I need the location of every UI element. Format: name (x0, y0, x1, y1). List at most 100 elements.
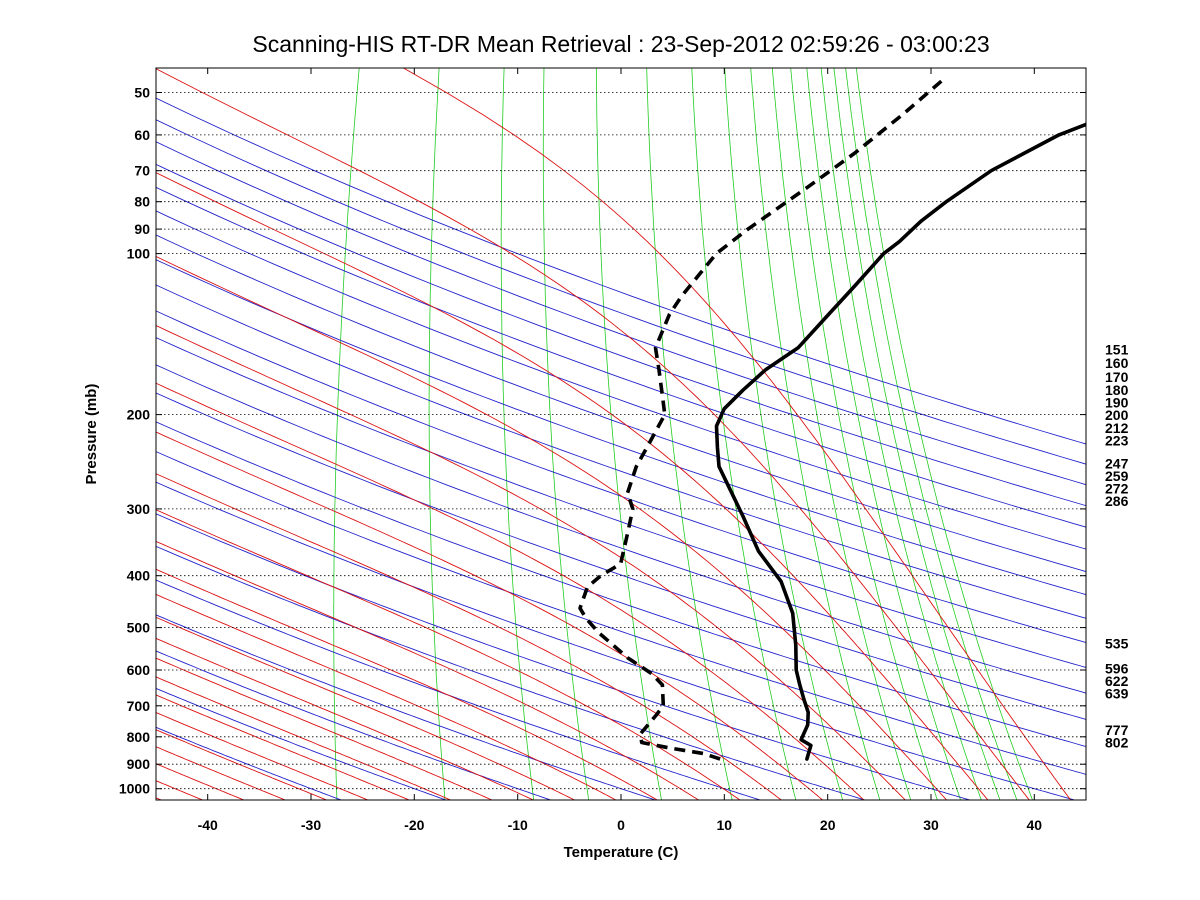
dry-adiabat-line (156, 186, 1086, 528)
x-tick-label: 10 (717, 817, 733, 833)
pressure-gridlines (156, 92, 1086, 790)
y-tick-label: 700 (127, 698, 151, 714)
dry-adiabat-line (156, 284, 1086, 619)
right-label: 151 (1105, 341, 1129, 357)
moist-adiabat-line (156, 763, 245, 800)
x-tick-label: -10 (508, 817, 528, 833)
dry-adiabat-line (156, 687, 447, 800)
moist-adiabat-line (156, 657, 493, 800)
dry-adiabat-line (156, 337, 1086, 668)
dry-adiabat-line (156, 579, 761, 800)
y-tick-label: 800 (127, 729, 151, 745)
right-label: 223 (1105, 433, 1129, 449)
right-label: 286 (1105, 493, 1129, 509)
y-tick-label: 300 (127, 501, 151, 517)
dry-adiabat-line (156, 421, 1086, 748)
y-tick-label: 90 (134, 221, 150, 237)
moist-adiabat-line (156, 729, 327, 800)
mixing-ratio-line (833, 68, 1001, 800)
moist-adiabat-line (156, 68, 1030, 800)
moist-adiabat-line (156, 172, 989, 800)
chart-title: Scanning-HIS RT-DR Mean Retrieval : 23-S… (252, 31, 989, 57)
mixing-ratio-line (428, 68, 446, 800)
right-label: 802 (1105, 735, 1129, 751)
x-tick-label: -30 (301, 817, 321, 833)
dry-adiabat-line (156, 392, 1086, 720)
mixing-ratio-line (646, 68, 733, 800)
temperature-profile (714, 122, 1086, 761)
dry-adiabat-line (156, 119, 1086, 465)
y-tick-label: 900 (127, 756, 151, 772)
moist-adiabat-line (156, 593, 617, 800)
moist-adiabat-line (403, 68, 1071, 800)
dewpoint-profile (578, 76, 947, 761)
dry-adiabat-line (156, 451, 1086, 775)
y-tick-label: 100 (127, 246, 151, 262)
moist-adiabat-line (156, 431, 823, 800)
dry-adiabat-line (156, 364, 1086, 694)
moist-adiabat-line (156, 382, 865, 800)
right-label: 777 (1105, 722, 1129, 738)
dry-adiabat-line (156, 481, 1075, 800)
dry-adiabat-line (156, 97, 1086, 445)
right-label: 535 (1105, 635, 1129, 651)
y-tick-label: 1000 (119, 781, 150, 797)
x-tick-label: -40 (198, 817, 218, 833)
moist-adiabat-line (156, 473, 782, 800)
right-label: 622 (1105, 673, 1129, 689)
right-label: 200 (1105, 407, 1129, 423)
moist-adiabat-line (156, 694, 410, 800)
right-label: 639 (1105, 685, 1129, 701)
right-label: 190 (1105, 395, 1129, 411)
y-axis-label: Pressure (mb) (83, 384, 100, 485)
x-tick-label: 0 (617, 817, 625, 833)
right-label: 170 (1105, 369, 1129, 385)
moist-adiabat-line (156, 509, 741, 800)
dry-adiabat-line (156, 234, 1086, 573)
x-tick-label: 30 (923, 817, 939, 833)
mixing-ratio-line (771, 68, 912, 800)
moist-adiabat-line (156, 568, 658, 800)
x-tick-label: -20 (404, 817, 424, 833)
dry-adiabat-line (156, 513, 971, 800)
x-axis-label: Temperature (C) (564, 844, 679, 861)
y-tick-label: 200 (127, 407, 151, 423)
moist-adiabat-line (156, 746, 286, 800)
y-axis-ticks: 50 60 70 80 90 100 200 300 400 500 600 700 800 900 100… (119, 85, 1086, 797)
mixing-ratio-line (855, 68, 1033, 800)
dry-adiabat-line (156, 650, 551, 800)
right-label: 596 (1105, 660, 1129, 676)
mixing-ratio-line (790, 68, 938, 800)
moist-adiabat-line (156, 616, 575, 800)
moist-adiabat-line (156, 540, 699, 800)
right-label: 259 (1105, 468, 1129, 484)
moist-adiabat-line (156, 712, 369, 800)
dry-adiabat-line (156, 259, 1086, 596)
mixing-ratio-line (595, 68, 662, 800)
series-layer (578, 76, 1086, 761)
y-tick-label: 600 (127, 662, 151, 678)
y-tick-label: 60 (134, 127, 150, 143)
right-label: 272 (1105, 481, 1129, 497)
dry-adiabat-line (156, 210, 1086, 550)
moist-adiabat-line (156, 255, 947, 800)
moist-adiabat-line (156, 637, 534, 800)
right-label: 212 (1105, 420, 1129, 436)
dry-adiabat-line (156, 545, 866, 800)
x-axis-ticks: -40 -30 -20 -10 0 10 20 30 40 (198, 68, 1043, 833)
right-label: 247 (1105, 456, 1129, 472)
dry-adiabat-line (156, 310, 1086, 644)
right-label: 160 (1105, 355, 1129, 371)
x-tick-label: 40 (1027, 817, 1043, 833)
mixing-ratio-line (691, 68, 797, 800)
mixing-ratio-line (845, 68, 1018, 800)
y-tick-label: 500 (127, 620, 151, 636)
y-tick-label: 50 (134, 85, 150, 101)
y-tick-label: 400 (127, 568, 151, 584)
x-tick-label: 20 (820, 817, 836, 833)
dry-adiabat-line (156, 163, 1086, 507)
mixing-ratio-line (724, 68, 843, 800)
dry-adiabat-line (156, 726, 342, 800)
y-tick-label: 80 (134, 194, 150, 210)
